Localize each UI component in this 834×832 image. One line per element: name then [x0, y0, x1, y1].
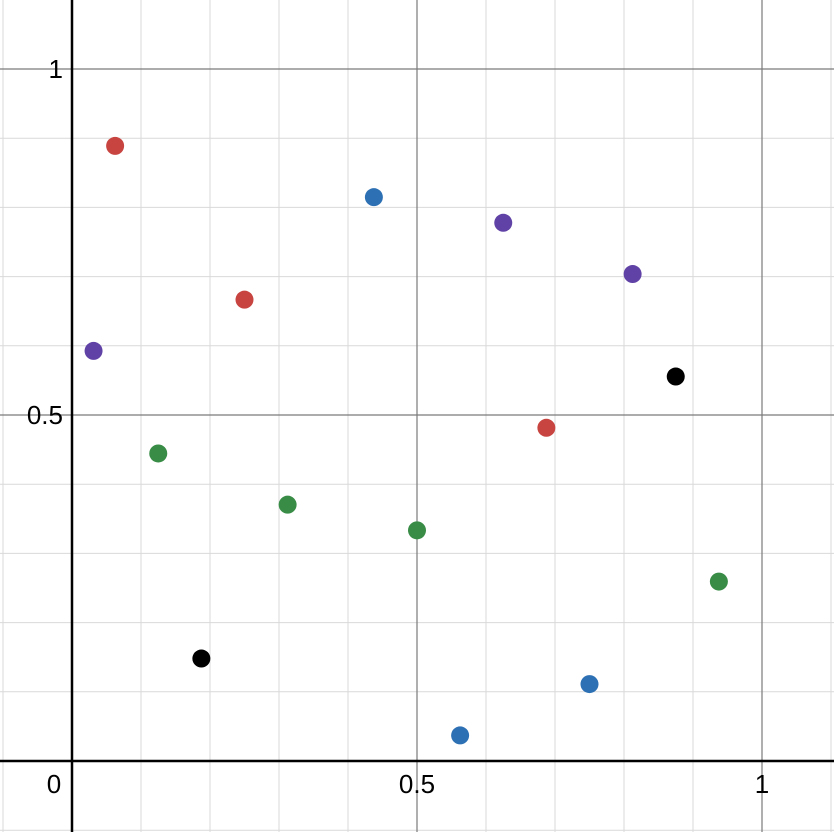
- scatter-point: [278, 495, 297, 514]
- scatter-point: [84, 341, 103, 360]
- scatter-point: [192, 649, 211, 668]
- data-points: [84, 136, 728, 745]
- scatter-point: [623, 265, 642, 284]
- scatter-point: [494, 213, 513, 232]
- scatter-point: [106, 136, 125, 155]
- x-tick-label: 0.5: [399, 769, 435, 799]
- scatter-point: [537, 418, 556, 437]
- tick-labels: 0 0.5 1 0.5 1: [27, 54, 769, 799]
- scatter-point: [666, 367, 685, 386]
- scatter-point: [235, 290, 254, 309]
- scatter-point: [709, 572, 728, 591]
- scatter-point: [580, 675, 599, 694]
- y-tick-label: 0.5: [27, 400, 63, 430]
- origin-label: 0: [47, 769, 61, 799]
- scatter-point: [364, 188, 383, 207]
- y-tick-label: 1: [49, 54, 63, 84]
- scatter-point: [149, 444, 168, 463]
- scatter-point: [408, 521, 426, 540]
- scatter-point: [451, 726, 470, 745]
- x-tick-label: 1: [755, 769, 769, 799]
